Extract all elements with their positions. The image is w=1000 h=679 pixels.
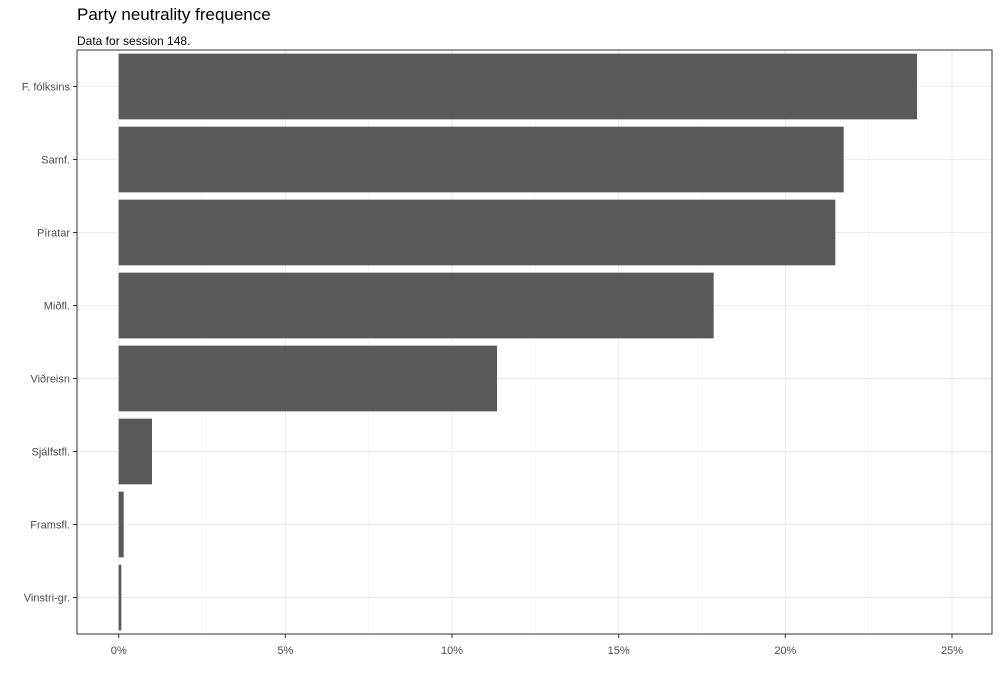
chart-title: Party neutrality frequence	[77, 5, 271, 24]
chart-subtitle: Data for session 148.	[77, 34, 191, 48]
x-tick-label: 5%	[277, 645, 293, 657]
x-tick-label: 15%	[608, 645, 630, 657]
y-axis: F. fólksins Samf. Píratar Miðfl. Viðreisn Sjá…	[22, 82, 77, 605]
bar	[118, 491, 124, 558]
x-tick-label: 20%	[774, 645, 796, 657]
bar	[118, 126, 844, 193]
bar	[118, 272, 714, 339]
y-tick-label: Framsfl.	[30, 520, 70, 532]
y-tick-label: Miðfl.	[44, 301, 70, 313]
bar	[118, 564, 122, 631]
y-tick-label: F. fólksins	[22, 82, 71, 94]
y-tick-label: Viðreisn	[30, 374, 70, 386]
bar	[118, 418, 152, 485]
bar	[118, 345, 498, 412]
bar	[118, 53, 917, 120]
x-tick-label: 25%	[941, 645, 963, 657]
y-tick-label: Samf.	[41, 155, 70, 167]
x-tick-label: 0%	[111, 645, 127, 657]
panel-border	[76, 49, 993, 635]
bars	[118, 53, 917, 631]
x-tick-label: 10%	[441, 645, 463, 657]
y-tick-label: Sjálfstfl.	[31, 447, 70, 459]
y-tick-label: Píratar	[37, 228, 70, 240]
x-axis: 0% 5% 10% 15% 20% 25%	[111, 634, 963, 657]
y-tick-label: Vinstri-gr.	[24, 593, 70, 605]
bar	[118, 199, 836, 266]
